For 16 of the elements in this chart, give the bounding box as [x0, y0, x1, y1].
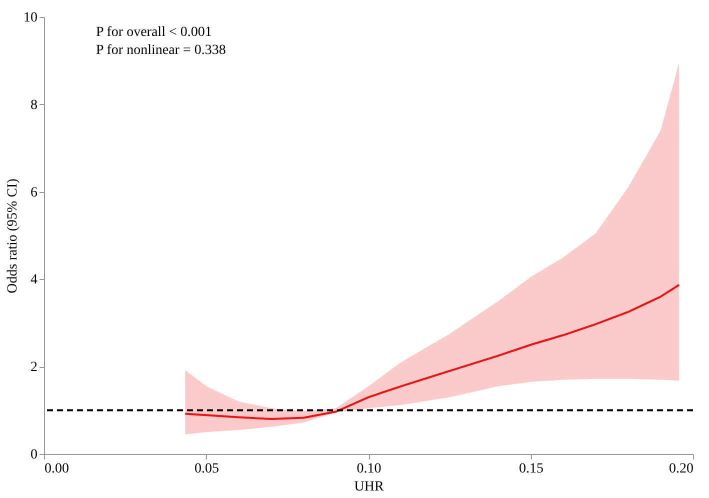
x-tick-label: 0.05: [194, 462, 219, 476]
x-axis-title: UHR: [354, 480, 384, 494]
annotation: P for overall < 0.001: [96, 25, 212, 40]
line-series: [184, 284, 680, 420]
y-tick-label: 8: [30, 98, 38, 113]
x-tick-label: 0.15: [519, 462, 544, 476]
y-tick-label: 4: [30, 272, 38, 288]
x-tick-label: 0.20: [669, 462, 694, 476]
y-tick-label: 10: [24, 10, 38, 26]
annotation: P for nonlinear = 0.338: [96, 43, 226, 58]
x-tick-label: 0.00: [44, 462, 69, 476]
y-axis-title: Odds ratio (95% CI): [6, 178, 20, 294]
y-tick-label: 0: [30, 448, 38, 462]
x-tick-label: 0.10: [356, 462, 382, 476]
y-tick-label: 6: [30, 185, 38, 200]
y-tick-label: 2: [30, 360, 38, 376]
